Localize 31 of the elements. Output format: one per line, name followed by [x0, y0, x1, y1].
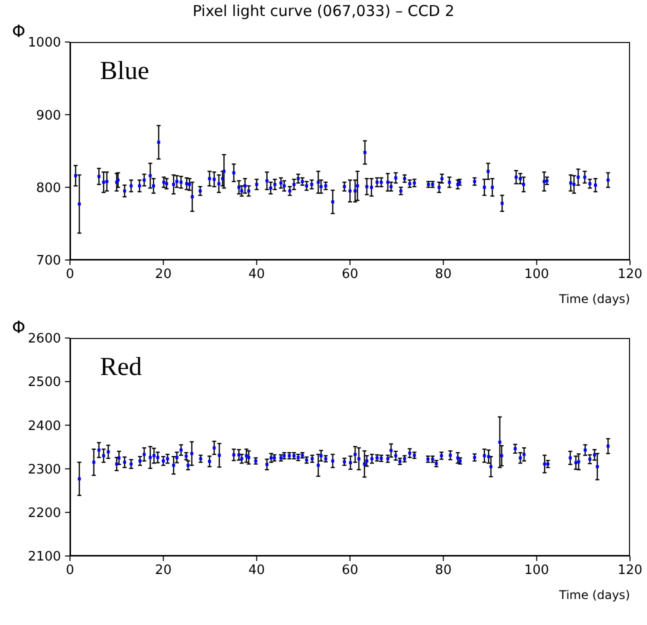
y-tick-label: 2200	[28, 506, 61, 522]
x-axis-title: Time (days)	[559, 292, 630, 306]
y-tick-label: 2100	[28, 550, 61, 565]
y-tick-label: 2600	[28, 332, 61, 347]
x-tick-label: 0	[66, 267, 74, 282]
y-tick-label: 1000	[28, 36, 61, 51]
x-tick-label: 100	[524, 563, 550, 578]
x-axis-title: Time (days)	[559, 588, 630, 602]
x-tick-label: 80	[435, 563, 452, 578]
x-tick-label: 20	[155, 267, 172, 282]
x-tick-label: 60	[342, 563, 358, 578]
y-tick-label: 900	[36, 108, 61, 124]
x-tick-label: 40	[248, 267, 265, 282]
y-tick-label: 2400	[28, 418, 61, 434]
x-tick-label: 20	[155, 563, 172, 578]
x-tick-label: 120	[618, 563, 642, 578]
annotation: Blue	[100, 56, 150, 86]
annotation: Red	[100, 352, 142, 382]
x-tick-label: 80	[435, 267, 452, 282]
chart-title: Pixel light curve (067,033) – CCD 2	[192, 1, 456, 22]
y-tick-label: 700	[36, 254, 61, 269]
y-tick-label: 2500	[28, 375, 61, 390]
y-axis-title: Φ	[12, 318, 26, 338]
y-axis-title: Φ	[12, 22, 26, 42]
y-tick-label: 2300	[28, 462, 61, 478]
x-tick-label: 60	[342, 267, 358, 282]
y-tick-label: 800	[36, 180, 61, 196]
x-tick-label: 40	[248, 563, 265, 578]
x-tick-label: 100	[524, 267, 550, 282]
x-tick-label: 120	[618, 267, 642, 282]
x-tick-label: 0	[66, 563, 74, 578]
